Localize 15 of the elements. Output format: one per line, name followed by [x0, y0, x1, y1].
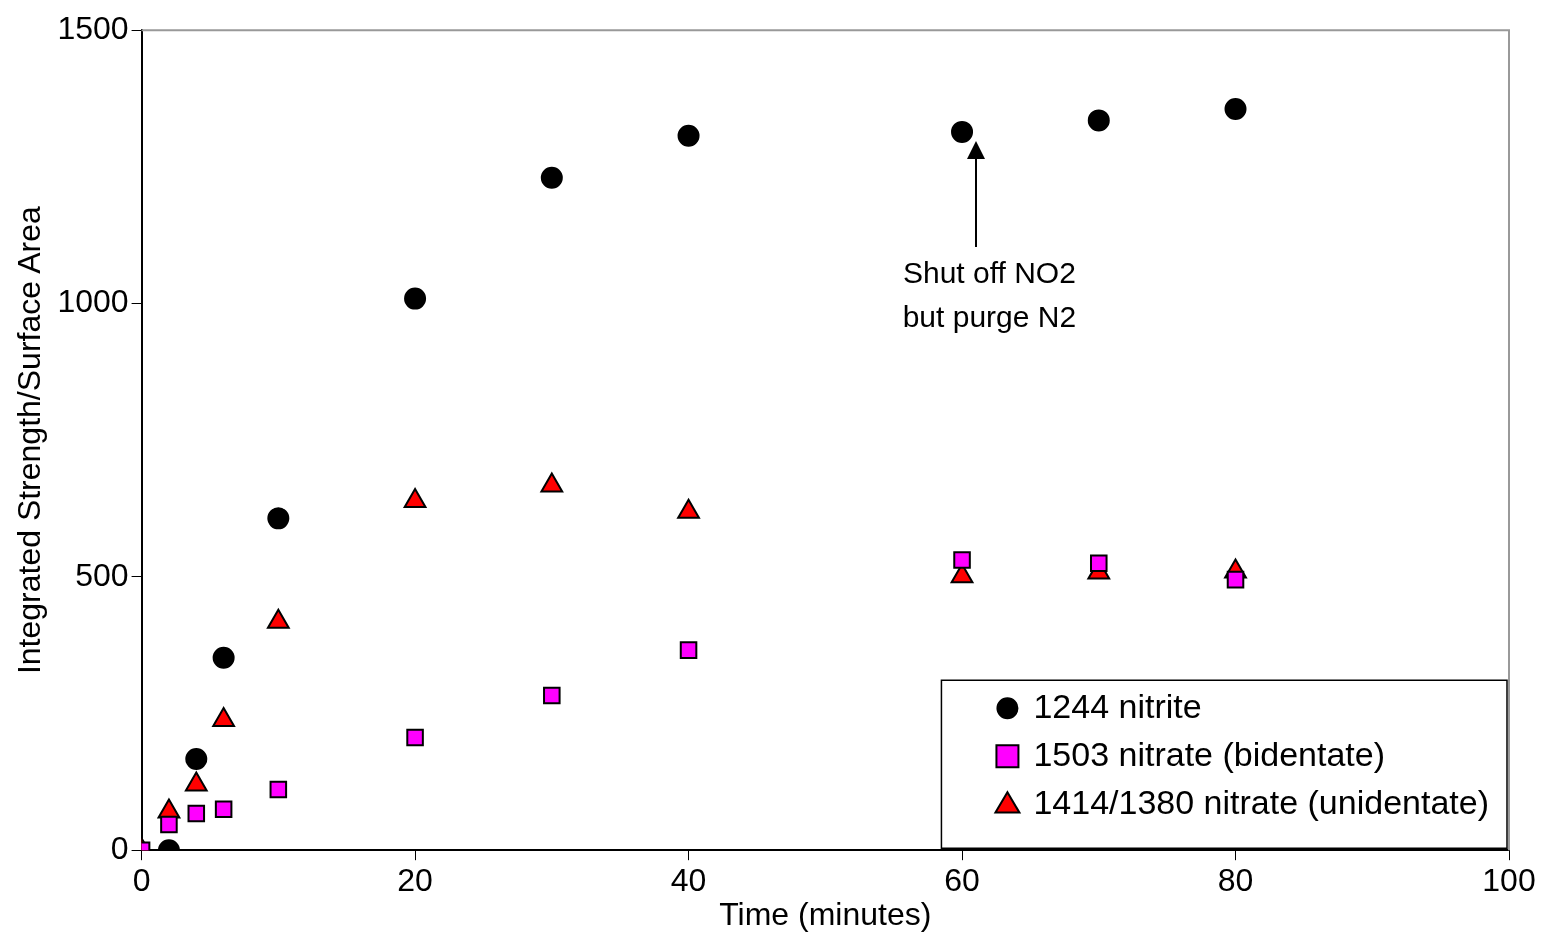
- annotation: Shut off NO2 but purge N2: [902, 256, 1077, 334]
- x-tick-label: 100: [1482, 862, 1536, 899]
- legend-label: 1244 nitrite: [1033, 686, 1202, 725]
- y-tick-label: 0: [110, 830, 129, 867]
- legend-label: 1414/1380 nitrate (unidentate): [1033, 782, 1490, 821]
- x-tick-label: 20: [397, 862, 433, 899]
- y-tick-label: 1500: [57, 10, 129, 47]
- x-axis-title: Time (minutes): [719, 895, 932, 932]
- x-tick-label: 40: [670, 862, 707, 899]
- y-tick-label: 1000: [57, 283, 129, 320]
- x-tick-label: 60: [944, 862, 980, 899]
- legend-label: 1503 nitrate (bidentate): [1033, 734, 1386, 773]
- y-tick-label: 500: [75, 556, 129, 593]
- x-tick-label: 80: [1217, 862, 1254, 899]
- y-axis-title: Integrated Strength/Surface Area: [11, 206, 48, 675]
